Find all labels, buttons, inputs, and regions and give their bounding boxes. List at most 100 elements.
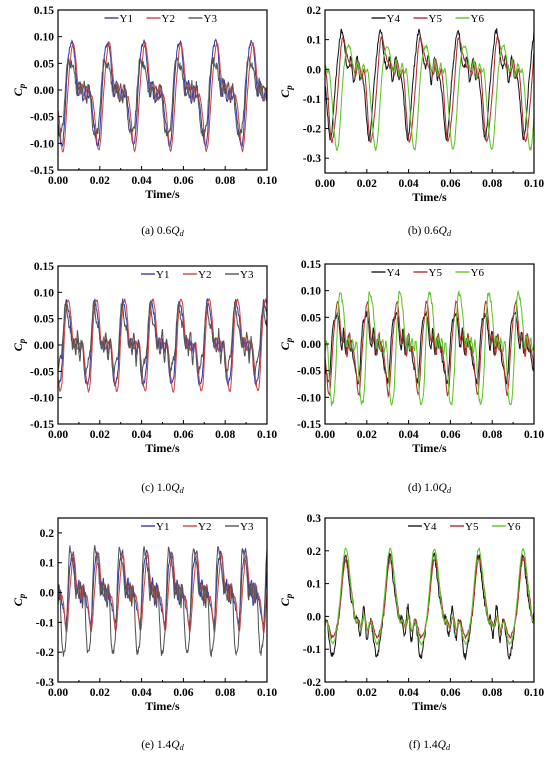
x-tick-label: 0.10: [524, 687, 544, 699]
y-tick-label: 0.05: [34, 314, 54, 326]
y-tick-label: 0.15: [34, 5, 54, 17]
x-tick-label: 0.00: [315, 429, 335, 441]
y-tick-label: 0.00: [301, 339, 321, 351]
series-line-a-Y1: [58, 38, 267, 148]
legend-label-Y6: Y6: [507, 521, 521, 533]
x-axis-label: Time/s: [412, 190, 447, 204]
y-tick-label: -0.2: [36, 647, 54, 659]
legend-label-Y5: Y5: [465, 521, 479, 533]
legend-label-Y1: Y1: [120, 13, 133, 25]
x-tick-label: 0.00: [48, 175, 68, 187]
chart-panel-b: 0.00 0.02 0.04 0.06 0.08 0.10 -0.3 -0.2 -0.1 0.0 0…: [278, 5, 544, 238]
y-axis-label: Cp: [278, 593, 294, 606]
y-tick-label: 0.0: [40, 588, 55, 600]
y-tick-label: 0.10: [301, 286, 321, 298]
series-line-e-Y3: [58, 545, 267, 658]
series-line-b-Y6: [325, 43, 534, 152]
series-line-f-Y5: [325, 555, 534, 640]
series-line-f-Y4: [325, 552, 534, 660]
y-tick-label: -0.2: [303, 124, 321, 136]
series-line-b-Y5: [325, 35, 534, 144]
x-tick-label: 0.10: [257, 175, 277, 187]
y-tick-label: 0.2: [307, 5, 322, 17]
x-tick-label: 0.08: [482, 429, 502, 441]
x-tick-label: 0.06: [173, 175, 193, 187]
x-tick-label: 0.06: [173, 429, 193, 441]
y-tick-label: 0.10: [34, 287, 54, 299]
series-line-c-Y3: [58, 300, 267, 378]
y-tick-label: 0.05: [301, 312, 321, 324]
x-tick-label: 0.10: [524, 429, 544, 441]
x-tick-label: 0.02: [90, 429, 110, 441]
y-axis-label: Cp: [278, 337, 294, 350]
legend-label-Y4: Y4: [387, 13, 401, 25]
y-tick-label: 0.3: [307, 513, 322, 525]
chart-panel-d: 0.00 0.02 0.04 0.06 0.08 0.10 -0.15 -0.10 -0.05 0…: [278, 259, 544, 495]
y-tick-label: 0.2: [307, 546, 322, 558]
panel-caption-a: (a) 0.6Qd: [141, 225, 184, 238]
x-tick-label: 0.10: [524, 178, 544, 190]
series-line-f-Y6: [325, 546, 534, 646]
y-tick-label: -0.15: [30, 165, 54, 177]
panel-caption-d: (d) 1.0Qd: [408, 482, 452, 495]
legend-label-Y6: Y6: [471, 13, 485, 25]
legend-label-Y3: Y3: [240, 269, 254, 281]
y-tick-label: 0.1: [40, 558, 55, 570]
x-tick-label: 0.02: [90, 175, 110, 187]
series-line-c-Y2: [58, 297, 267, 394]
legend-label-Y1: Y1: [156, 269, 169, 281]
x-tick-label: 0.06: [440, 687, 460, 699]
chart-panel-e: 0.00 0.02 0.04 0.06 0.08 0.10 -0.3 -0.2 -0.1 0.0 0…: [11, 517, 277, 752]
y-tick-label: -0.15: [297, 419, 321, 431]
y-axis-label: Cp: [11, 338, 27, 351]
legend-label-Y5: Y5: [429, 267, 443, 279]
x-tick-label: 0.02: [357, 178, 377, 190]
y-tick-label: -0.1: [303, 644, 321, 656]
x-tick-label: 0.04: [399, 429, 419, 441]
legend-label-Y1: Y1: [156, 521, 169, 533]
y-axis-label: Cp: [11, 83, 27, 96]
x-tick-label: 0.00: [315, 178, 335, 190]
y-tick-label: 0.1: [307, 35, 322, 47]
y-tick-label: -0.05: [30, 112, 54, 124]
legend-label-Y3: Y3: [240, 521, 254, 533]
x-tick-label: 0.02: [357, 687, 377, 699]
x-axis-label: Time/s: [145, 187, 180, 201]
y-tick-label: 0.15: [301, 259, 321, 271]
chart-panel-f: 0.00 0.02 0.04 0.06 0.08 0.10 -0.2 -0.1 0.0 0.1 0.…: [278, 513, 544, 752]
chart-panel-c: 0.00 0.02 0.04 0.06 0.08 0.10 -0.15 -0.10 -0.05 0…: [11, 261, 277, 495]
x-tick-label: 0.08: [482, 178, 502, 190]
x-tick-label: 0.02: [357, 429, 377, 441]
y-tick-label: -0.05: [30, 366, 54, 378]
y-tick-label: 0.0: [307, 611, 322, 623]
series-line-d-Y6: [325, 289, 534, 407]
panel-caption-e: (e) 1.4Qd: [141, 739, 184, 752]
legend-label-Y4: Y4: [387, 267, 401, 279]
series-line-e-Y2: [58, 552, 267, 634]
x-tick-label: 0.10: [257, 687, 277, 699]
y-tick-label: -0.1: [303, 94, 321, 106]
legend-label-Y2: Y2: [198, 521, 211, 533]
x-tick-label: 0.04: [132, 175, 152, 187]
panel-caption-c: (c) 1.0Qd: [141, 482, 184, 495]
x-tick-label: 0.04: [132, 687, 152, 699]
y-tick-label: 0.00: [34, 85, 54, 97]
panel-caption-f: (f) 1.4Qd: [409, 739, 451, 752]
legend-label-Y5: Y5: [429, 13, 443, 25]
x-axis-label: Time/s: [412, 699, 447, 713]
x-tick-label: 0.10: [257, 429, 277, 441]
x-tick-label: 0.06: [440, 178, 460, 190]
y-tick-label: 0.05: [34, 58, 54, 70]
y-tick-label: -0.05: [297, 366, 321, 378]
panel-caption-b: (b) 0.6Qd: [408, 225, 452, 238]
y-tick-label: -0.10: [30, 393, 54, 405]
y-tick-label: 0.2: [40, 528, 55, 540]
x-tick-label: 0.06: [440, 429, 460, 441]
y-tick-label: 0.0: [307, 64, 322, 76]
x-tick-label: 0.08: [482, 687, 502, 699]
x-tick-label: 0.04: [399, 178, 419, 190]
y-tick-label: -0.2: [303, 677, 321, 689]
legend-label-Y3: Y3: [204, 13, 218, 25]
y-tick-label: -0.1: [36, 617, 54, 629]
x-axis-label: Time/s: [412, 441, 447, 455]
